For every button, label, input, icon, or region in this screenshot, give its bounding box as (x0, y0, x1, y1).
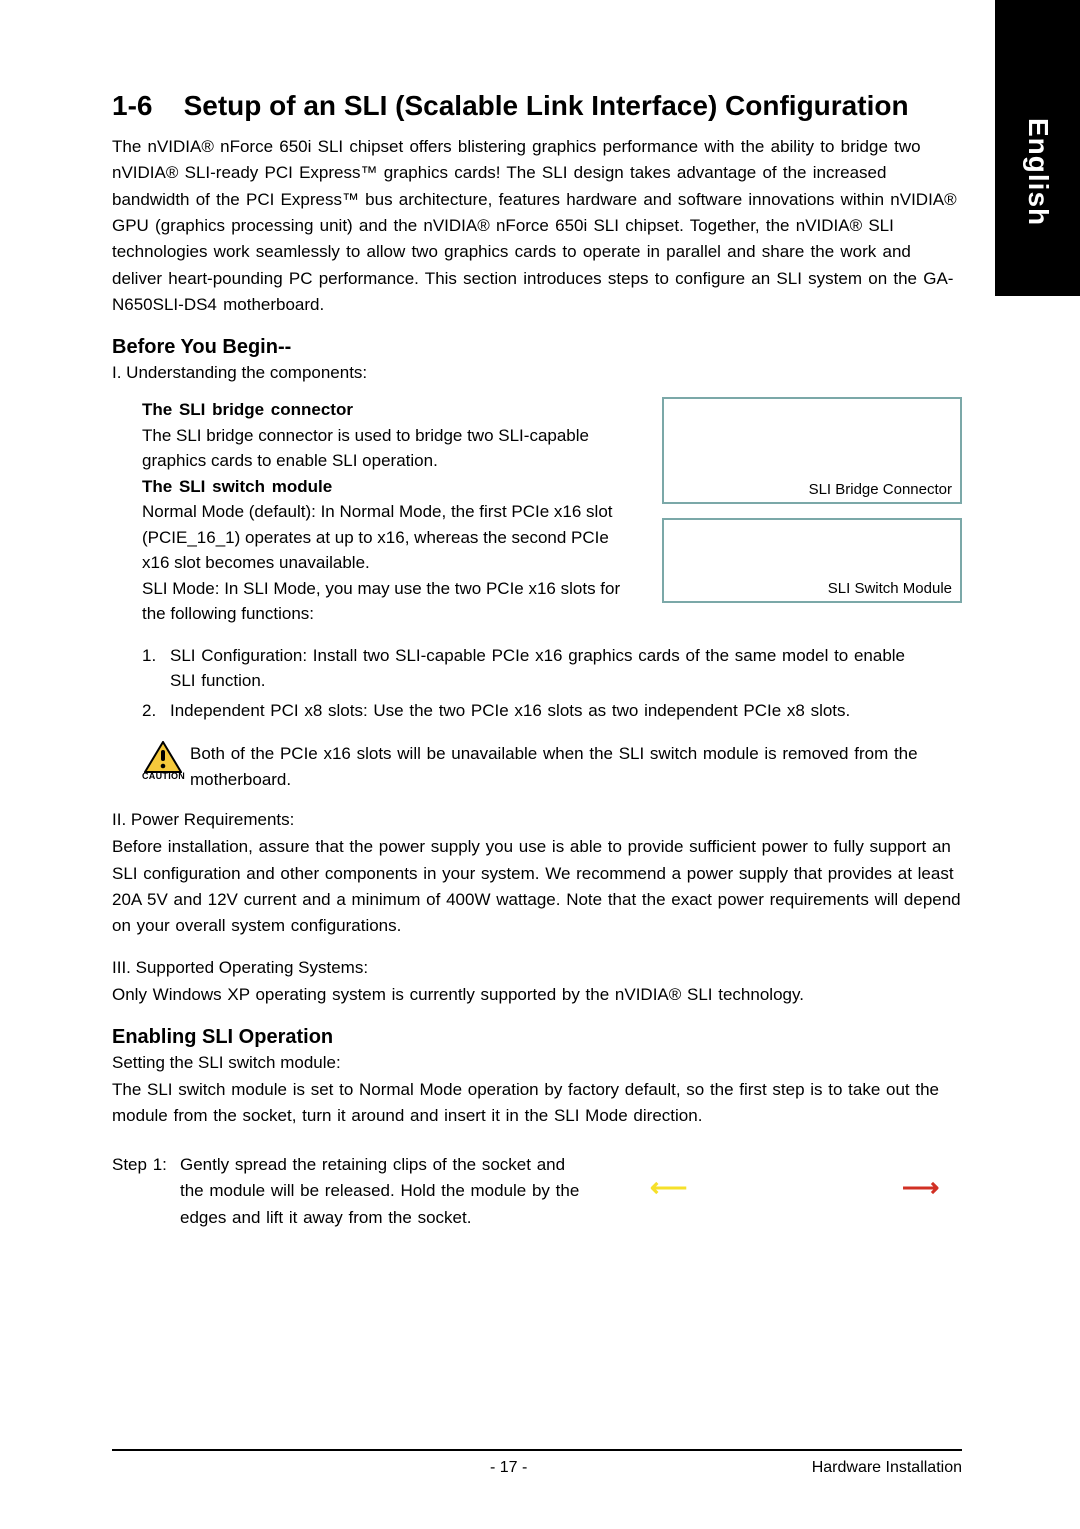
list-i-label: I. Understanding the components: (112, 363, 962, 383)
setting-subheading: Setting the SLI switch module: (112, 1053, 962, 1073)
language-label: English (1022, 118, 1054, 226)
arrow-left-icon: ⟵ (650, 1172, 687, 1203)
components-block: The SLI bridge connector The SLI bridge … (142, 397, 962, 627)
item-number: 2. (142, 698, 170, 724)
step-1-text: Gently spread the retaining clips of the… (180, 1152, 590, 1231)
language-sidebar: English (995, 0, 1080, 296)
caution-text: Both of the PCIe x16 slots will be unava… (190, 741, 962, 792)
sli-bridge-figure: SLI Bridge Connector (662, 397, 962, 504)
bridge-connector-title: The SLI bridge connector (142, 400, 353, 419)
list-ii-label: II. Power Requirements: (112, 810, 962, 830)
intro-paragraph: The nVIDIA® nForce 650i SLI chipset offe… (112, 134, 962, 318)
item-text: Independent PCI x8 slots: Use the two PC… (170, 698, 918, 724)
page-content: 1-6 Setup of an SLI (Scalable Link Inter… (112, 90, 962, 1241)
caution-label: CAUTION (142, 771, 184, 781)
page-number: - 17 - (490, 1459, 527, 1477)
section-title: Setup of an SLI (Scalable Link Interface… (184, 90, 909, 121)
item-number: 1. (142, 643, 170, 694)
step-1-row: Step 1: Gently spread the retaining clip… (112, 1152, 962, 1231)
enabling-heading: Enabling SLI Operation (112, 1026, 962, 1049)
caution-callout: CAUTION Both of the PCIe x16 slots will … (142, 741, 962, 792)
step-1-label: Step 1: (112, 1152, 180, 1231)
function-list: 1. SLI Configuration: Install two SLI-ca… (142, 643, 962, 724)
footer-rule (112, 1449, 962, 1451)
section-number: 1-6 (112, 90, 152, 121)
fig2-caption: SLI Switch Module (828, 580, 952, 597)
footer-section-name: Hardware Installation (812, 1459, 962, 1477)
sli-switch-figure: SLI Switch Module (662, 518, 962, 603)
list-iii-label: III. Supported Operating Systems: (112, 958, 962, 978)
normal-mode-text: Normal Mode (default): In Normal Mode, t… (142, 502, 613, 572)
power-paragraph: Before installation, assure that the pow… (112, 834, 962, 939)
bridge-connector-text: The SLI bridge connector is used to brid… (142, 426, 589, 471)
switch-module-title: The SLI switch module (142, 477, 332, 496)
before-heading: Before You Begin-- (112, 336, 962, 359)
sli-mode-text: SLI Mode: In SLI Mode, you may use the t… (142, 579, 620, 624)
list-item: 2. Independent PCI x8 slots: Use the two… (142, 698, 918, 724)
figure-column: SLI Bridge Connector SLI Switch Module (662, 397, 962, 617)
item-text: SLI Configuration: Install two SLI-capab… (170, 643, 918, 694)
section-heading: 1-6 Setup of an SLI (Scalable Link Inter… (112, 90, 962, 122)
components-text: The SLI bridge connector The SLI bridge … (142, 397, 638, 627)
setting-paragraph: The SLI switch module is set to Normal M… (112, 1077, 962, 1130)
caution-icon: CAUTION (142, 741, 184, 781)
list-item: 1. SLI Configuration: Install two SLI-ca… (142, 643, 918, 694)
fig1-caption: SLI Bridge Connector (809, 481, 952, 498)
arrow-right-icon: ⟶ (902, 1172, 939, 1203)
os-paragraph: Only Windows XP operating system is curr… (112, 982, 962, 1008)
